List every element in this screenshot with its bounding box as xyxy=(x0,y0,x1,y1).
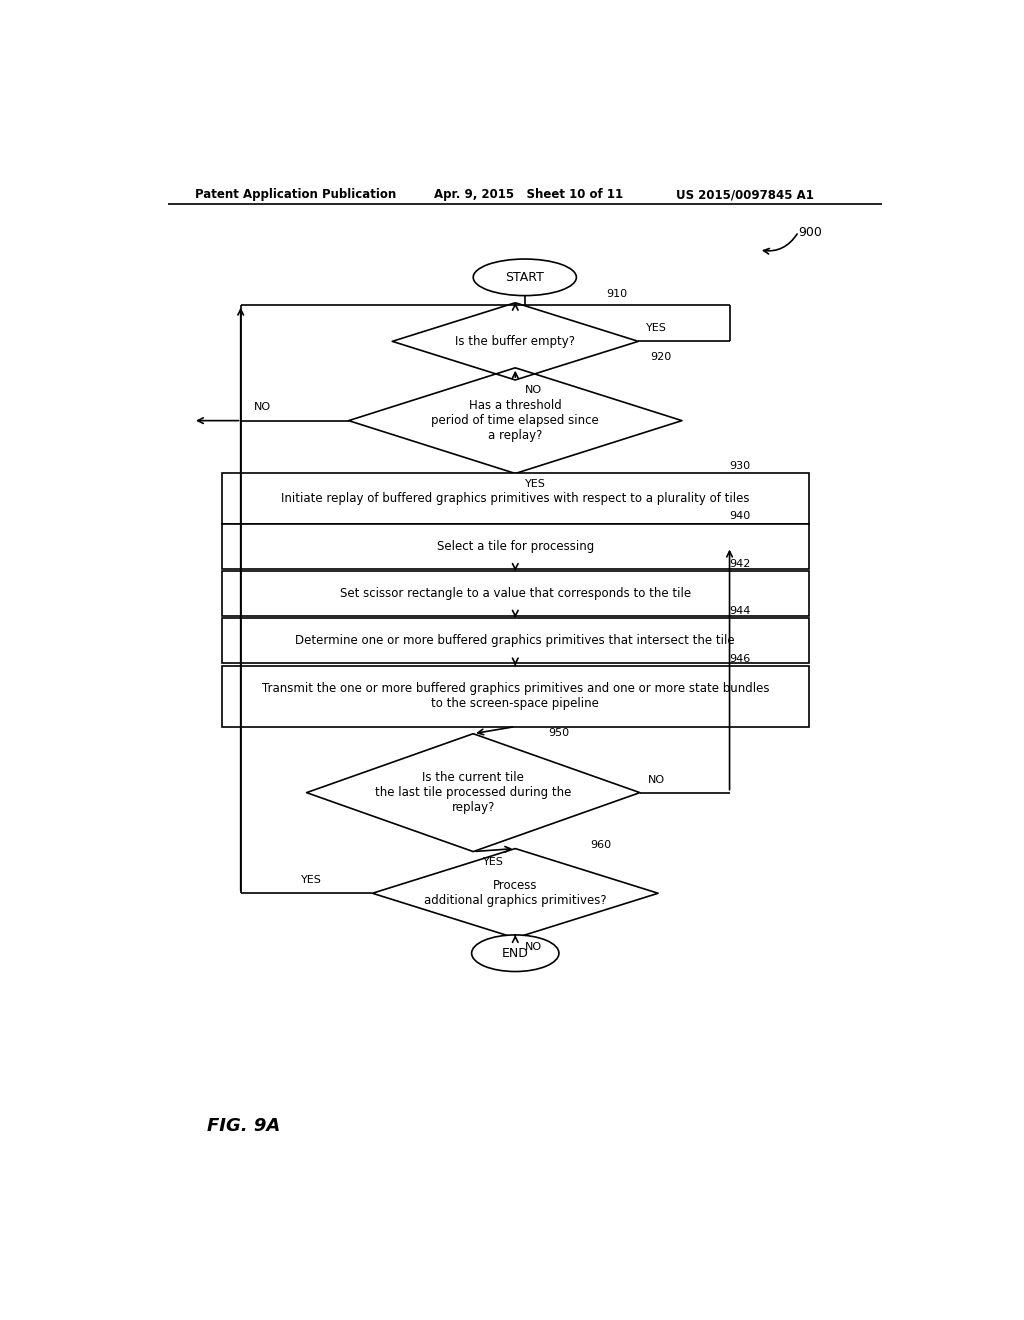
Text: NO: NO xyxy=(524,385,542,395)
Text: NO: NO xyxy=(524,942,542,952)
Text: 920: 920 xyxy=(650,351,672,362)
Text: Transmit the one or more buffered graphics primitives and one or more state bund: Transmit the one or more buffered graphi… xyxy=(261,682,769,710)
Text: Is the current tile
the last tile processed during the
replay?: Is the current tile the last tile proces… xyxy=(375,771,571,814)
Text: Initiate replay of buffered graphics primitives with respect to a plurality of t: Initiate replay of buffered graphics pri… xyxy=(281,492,750,506)
Text: NO: NO xyxy=(648,775,665,784)
Bar xyxy=(221,618,809,663)
Polygon shape xyxy=(348,368,682,474)
Text: 944: 944 xyxy=(729,606,751,615)
Text: Is the buffer empty?: Is the buffer empty? xyxy=(456,335,575,348)
Text: Process
additional graphics primitives?: Process additional graphics primitives? xyxy=(424,879,606,907)
Bar xyxy=(221,524,809,569)
Text: FIG. 9A: FIG. 9A xyxy=(207,1117,281,1135)
Text: END: END xyxy=(502,946,528,960)
Text: Apr. 9, 2015   Sheet 10 of 11: Apr. 9, 2015 Sheet 10 of 11 xyxy=(433,189,623,202)
Ellipse shape xyxy=(473,259,577,296)
Text: Determine one or more buffered graphics primitives that intersect the tile: Determine one or more buffered graphics … xyxy=(296,634,735,647)
Text: Set scissor rectangle to a value that corresponds to the tile: Set scissor rectangle to a value that co… xyxy=(340,587,691,599)
Text: START: START xyxy=(506,271,544,284)
Text: Select a tile for processing: Select a tile for processing xyxy=(436,540,594,553)
Text: Has a threshold
period of time elapsed since
a replay?: Has a threshold period of time elapsed s… xyxy=(431,399,599,442)
Text: YES: YES xyxy=(301,875,322,886)
Text: YES: YES xyxy=(524,479,546,488)
Text: 946: 946 xyxy=(729,653,750,664)
Text: YES: YES xyxy=(482,857,504,867)
Text: 960: 960 xyxy=(590,840,611,850)
Polygon shape xyxy=(373,849,658,939)
Polygon shape xyxy=(392,302,638,380)
Text: 940: 940 xyxy=(729,511,750,521)
Text: NO: NO xyxy=(253,403,270,412)
Bar xyxy=(221,474,809,524)
Text: Patent Application Publication: Patent Application Publication xyxy=(196,189,396,202)
Polygon shape xyxy=(306,734,640,851)
Text: 910: 910 xyxy=(606,289,628,298)
Text: 942: 942 xyxy=(729,560,751,569)
Text: 900: 900 xyxy=(799,226,822,239)
Bar xyxy=(221,665,809,726)
Ellipse shape xyxy=(472,935,559,972)
Text: 950: 950 xyxy=(549,727,569,738)
Text: YES: YES xyxy=(646,323,667,333)
Text: US 2015/0097845 A1: US 2015/0097845 A1 xyxy=(676,189,813,202)
Text: 930: 930 xyxy=(729,462,750,471)
Bar xyxy=(221,572,809,616)
